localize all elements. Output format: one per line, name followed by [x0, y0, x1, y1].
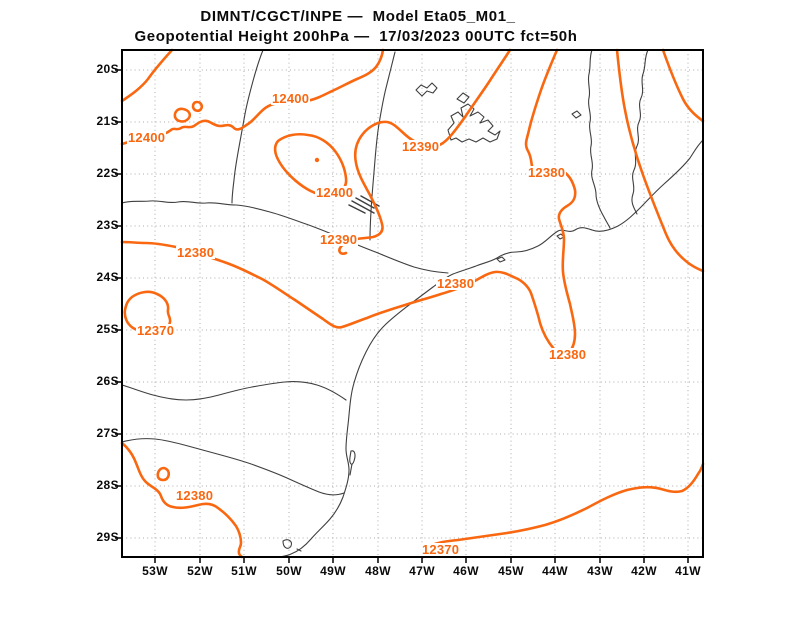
height-contours — [120, 48, 705, 559]
coastline — [279, 139, 704, 558]
contour-12400 — [120, 48, 174, 103]
state-border — [121, 200, 449, 274]
island-outline — [496, 256, 506, 263]
contour-12380-loop — [156, 466, 171, 482]
state-border — [121, 438, 345, 496]
state-border — [587, 49, 611, 229]
lon-tick-label: 45W — [498, 564, 524, 578]
lon-tick-label: 48W — [365, 564, 391, 578]
lat-tick-label: 29S — [96, 530, 119, 544]
plot-frame — [115, 49, 704, 563]
contour-12390 — [338, 48, 512, 255]
contour-12380 — [120, 441, 244, 559]
contour-12400 — [120, 48, 385, 146]
contour-label: 12380 — [436, 276, 476, 291]
lat-tick-label: 22S — [96, 166, 119, 180]
lon-tick-label: 41W — [675, 564, 701, 578]
contour-label: 12380 — [176, 245, 216, 260]
contour-12400-loop — [173, 107, 192, 123]
contour-label: 12400 — [315, 185, 355, 200]
contour-label: 12400 — [127, 130, 167, 145]
contour-label: 12370 — [421, 542, 461, 557]
contour-label: 12400 — [271, 91, 311, 106]
lon-tick-label: 50W — [276, 564, 302, 578]
contour-label: 12370 — [136, 323, 176, 338]
lat-tick-label: 20S — [96, 62, 119, 76]
lon-tick-label: 49W — [320, 564, 346, 578]
lon-tick-label: 43W — [587, 564, 613, 578]
lon-tick-label: 52W — [187, 564, 213, 578]
lat-tick-label: 28S — [96, 478, 119, 492]
contour-12400-loop — [191, 100, 204, 113]
state-border — [369, 51, 396, 241]
lake-hatch — [348, 195, 380, 214]
lat-tick-label: 24S — [96, 270, 119, 284]
lon-tick-label: 53W — [142, 564, 168, 578]
contour-12380 — [120, 48, 577, 357]
state-border — [631, 49, 649, 215]
contour-label: 12380 — [548, 347, 588, 362]
contour-label: 12390 — [401, 139, 441, 154]
lake-outline — [456, 92, 470, 104]
contour-unlabeled — [661, 48, 705, 123]
title-line-1: DIMNT/CGCT/INPE — Model Eta05_M01_ — [200, 8, 516, 25]
title-line-2: Geopotential Height 200hPa — 17/03/2023 … — [134, 28, 578, 45]
lat-tick-label: 23S — [96, 218, 119, 232]
lon-tick-label: 44W — [542, 564, 568, 578]
lon-tick-label: 42W — [631, 564, 657, 578]
lon-tick-label: 51W — [231, 564, 257, 578]
lake-outline — [415, 82, 438, 97]
contour-label: 12390 — [319, 232, 359, 247]
island-outline — [282, 539, 292, 549]
lon-tick-label: 46W — [453, 564, 479, 578]
contour-label: 12380 — [527, 165, 567, 180]
contour-label: 12380 — [175, 488, 215, 503]
axis-ticks — [115, 69, 689, 563]
contour-unlabeled — [615, 48, 705, 273]
lat-tick-label: 21S — [96, 114, 119, 128]
lat-tick-label: 25S — [96, 322, 119, 336]
island-outline — [296, 548, 302, 552]
lat-tick-label: 27S — [96, 426, 119, 440]
lon-tick-label: 47W — [409, 564, 435, 578]
contour-12370 — [421, 462, 705, 559]
lake-outline — [447, 103, 501, 143]
state-border — [121, 381, 347, 401]
lagoon-outline — [349, 450, 356, 476]
state-border — [231, 49, 264, 204]
contour-max-dot — [314, 157, 320, 163]
lat-tick-label: 26S — [96, 374, 119, 388]
lake-outline — [571, 110, 582, 119]
